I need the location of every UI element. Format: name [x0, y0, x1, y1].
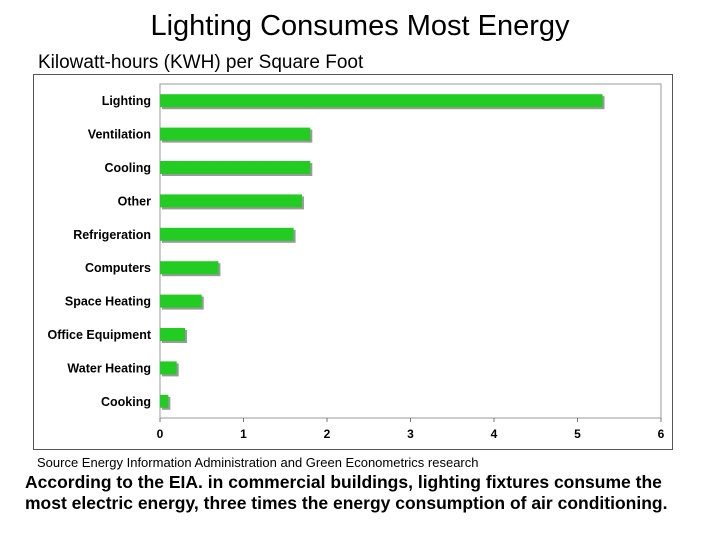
caption-text: According to the EIA. in commercial buil…	[25, 472, 668, 513]
bar-cooling	[160, 161, 311, 174]
category-label: Cooking	[101, 395, 151, 409]
category-label: Water Heating	[67, 361, 151, 375]
x-tick-label: 6	[658, 427, 665, 441]
chart-frame	[33, 74, 673, 450]
bar-ventilation	[160, 127, 311, 141]
x-tick-label: 2	[324, 427, 331, 441]
x-tick-label: 0	[157, 427, 164, 441]
category-label: Computers	[85, 261, 151, 275]
chart-title: Lighting Consumes Most Energy	[150, 10, 570, 42]
x-tick-label: 1	[240, 427, 247, 441]
category-label: Other	[118, 194, 151, 208]
category-label: Refrigeration	[73, 228, 151, 242]
x-tick-label: 5	[574, 427, 581, 441]
chart-subtitle: Kilowatt-hours (KWH) per Square Foot	[38, 52, 364, 73]
bar-cooking	[160, 394, 169, 408]
category-label: Ventilation	[88, 128, 151, 142]
category-label: Lighting	[102, 94, 151, 108]
source-note: Source Energy Information Administration…	[37, 455, 479, 470]
bar-computers	[160, 261, 219, 275]
bar-other	[160, 194, 302, 208]
bar-space-heating	[160, 294, 202, 308]
category-label: Office Equipment	[48, 328, 152, 342]
bar-water-heating	[160, 361, 177, 375]
category-label: Cooling	[104, 161, 151, 175]
bar-refrigeration	[160, 227, 294, 241]
x-tick-label: 3	[407, 427, 414, 441]
bar-office-equipment	[160, 328, 186, 341]
x-tick-label: 4	[491, 427, 498, 441]
category-label: Space Heating	[65, 295, 151, 309]
bar-lighting	[160, 94, 603, 108]
